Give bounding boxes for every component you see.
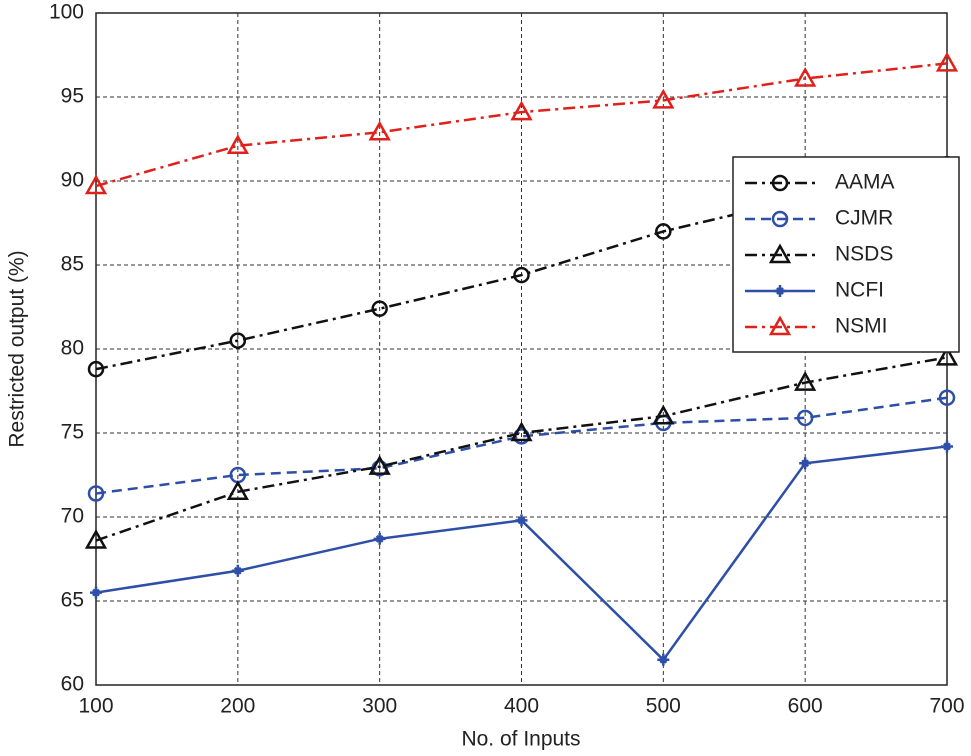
x-tick-label: 600 — [788, 695, 823, 718]
marker — [655, 223, 672, 240]
legend-label: CJMR — [835, 207, 893, 230]
marker — [510, 421, 533, 442]
marker — [229, 332, 247, 349]
y-tick-label: 75 — [61, 421, 84, 444]
x-tick-label: 400 — [504, 695, 539, 718]
legend-marker — [768, 315, 792, 336]
x-tick-label: 100 — [78, 695, 113, 718]
y-tick-label: 65 — [61, 589, 84, 612]
marker — [796, 409, 814, 427]
marker — [226, 480, 249, 501]
marker — [84, 528, 108, 549]
legend-marker — [768, 243, 792, 264]
y-tick-label: 85 — [61, 253, 84, 276]
marker — [935, 345, 959, 366]
legend-label: NSMI — [835, 315, 888, 338]
marker — [794, 66, 817, 87]
legend-marker — [771, 210, 789, 228]
x-tick-label: 300 — [362, 695, 397, 718]
y-tick-label: 60 — [61, 673, 84, 696]
marker — [87, 360, 105, 378]
marker — [231, 564, 244, 577]
marker — [652, 404, 675, 425]
marker — [371, 300, 388, 317]
legend-marker — [774, 285, 786, 297]
marker — [938, 389, 956, 406]
x-tick-label: 200 — [220, 695, 255, 718]
marker — [90, 586, 102, 599]
y-tick-label: 90 — [61, 169, 84, 192]
x-tick-label: 500 — [646, 695, 681, 718]
marker — [513, 266, 530, 284]
series-line — [95, 356, 948, 542]
x-axis-label: No. of Inputs — [461, 728, 580, 751]
y-axis-label: Restricted output (%) — [6, 250, 29, 447]
legend-label: AAMA — [835, 171, 895, 194]
marker — [510, 100, 533, 121]
marker — [84, 174, 108, 195]
marker — [799, 457, 812, 470]
marker — [657, 653, 670, 666]
marker — [368, 120, 391, 141]
marker — [373, 532, 386, 545]
marker — [87, 485, 105, 502]
marker — [226, 134, 249, 154]
marker — [368, 455, 391, 475]
marker — [652, 88, 675, 109]
y-tick-label: 80 — [61, 337, 84, 360]
series-line — [95, 62, 948, 188]
legend-label: NSDS — [835, 243, 893, 266]
marker — [794, 371, 817, 391]
marker — [941, 440, 953, 453]
y-tick-label: 70 — [61, 505, 84, 528]
legend-marker — [771, 174, 789, 192]
legend-label: NCFI — [835, 279, 884, 302]
y-tick-label: 95 — [61, 85, 84, 108]
x-tick-label: 700 — [929, 695, 964, 718]
marker — [935, 51, 959, 72]
y-tick-label: 100 — [49, 1, 84, 24]
marker — [515, 514, 528, 527]
